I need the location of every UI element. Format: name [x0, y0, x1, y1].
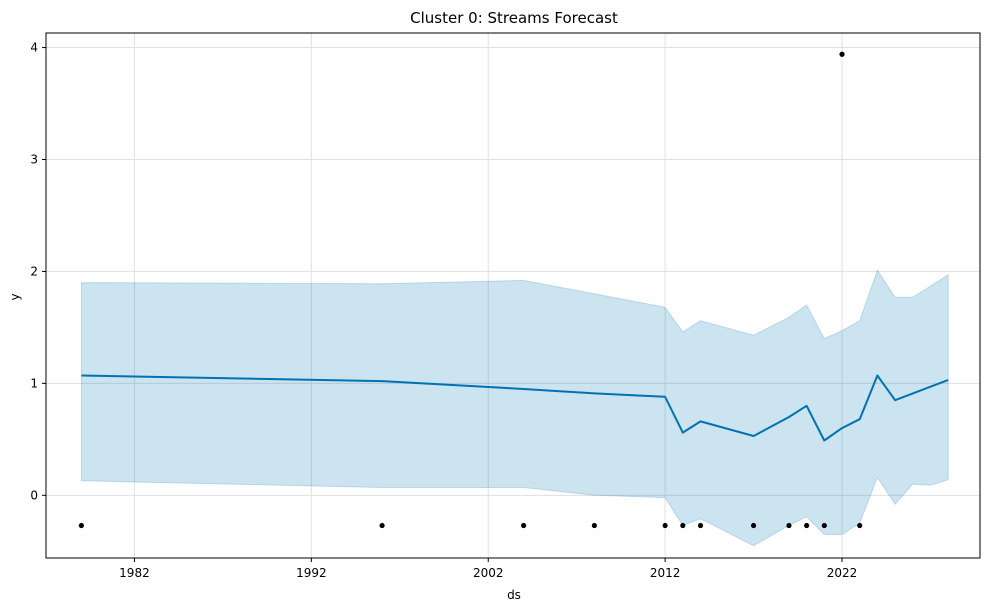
- x-axis-title: ds: [507, 588, 521, 602]
- y-tick-label: 1: [30, 376, 38, 390]
- observed-point: [379, 522, 385, 529]
- observed-point: [697, 522, 704, 529]
- x-tick-label: 2002: [473, 566, 504, 580]
- x-tick-label: 2022: [827, 566, 858, 580]
- grid-lines: [46, 33, 980, 558]
- forecast-line-layer: [81, 374, 949, 442]
- observed-point: [804, 522, 810, 529]
- observed-point: [662, 522, 668, 529]
- y-axis-ticks: 0 1 2 3 4: [30, 41, 46, 502]
- observed-point: [680, 522, 686, 529]
- x-axis-ticks: 1982 1992 2002 2012 2022: [119, 558, 857, 580]
- observed-point: [521, 522, 527, 529]
- observed-point: [786, 522, 792, 529]
- y-tick-label: 4: [30, 41, 38, 55]
- x-tick-label: 1992: [296, 566, 327, 580]
- observed-point: [821, 522, 827, 529]
- y-tick-label: 3: [30, 152, 38, 166]
- observed-points-layer: [78, 51, 863, 529]
- observed-point: [857, 522, 863, 529]
- y-tick-label: 2: [30, 264, 38, 278]
- y-tick-label: 0: [30, 488, 38, 502]
- observed-point: [78, 522, 84, 529]
- chart-title: Cluster 0: Streams Forecast: [410, 9, 618, 27]
- x-tick-label: 2012: [650, 566, 681, 580]
- observed-point: [839, 51, 845, 57]
- x-tick-label: 1982: [119, 566, 150, 580]
- y-axis-title: y: [8, 293, 22, 300]
- observed-point: [750, 522, 757, 529]
- observed-point: [591, 522, 597, 529]
- plot-frame: [45, 32, 981, 559]
- forecast-line: [81, 374, 949, 442]
